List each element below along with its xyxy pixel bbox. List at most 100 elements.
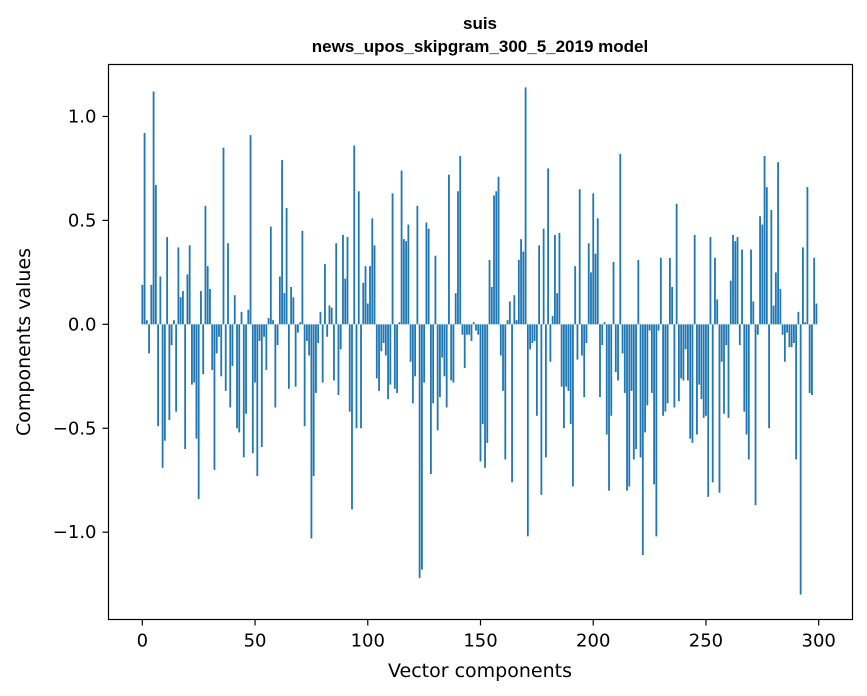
bar xyxy=(662,324,665,416)
bar xyxy=(294,324,297,387)
bar xyxy=(585,324,588,344)
bar xyxy=(281,160,283,325)
bar xyxy=(301,230,304,325)
bar xyxy=(481,324,484,425)
x-tick-label: 150 xyxy=(463,631,497,652)
bar xyxy=(488,259,491,325)
bar xyxy=(621,324,624,354)
bar xyxy=(328,305,331,325)
bar xyxy=(398,322,401,325)
bar xyxy=(563,324,565,429)
bar xyxy=(163,324,166,441)
bar xyxy=(644,324,646,433)
bar xyxy=(206,266,209,325)
bar xyxy=(529,324,531,350)
bar xyxy=(687,324,689,381)
bar xyxy=(508,301,511,325)
bar xyxy=(405,241,407,325)
bar xyxy=(220,324,223,377)
chart-subtitle: news_upos_skipgram_300_5_2019 model xyxy=(312,37,648,56)
bar xyxy=(711,324,714,483)
bar xyxy=(436,324,439,431)
bar xyxy=(373,245,376,325)
bar xyxy=(664,324,667,412)
bar xyxy=(396,324,398,393)
bar xyxy=(333,324,335,381)
bar xyxy=(371,218,374,325)
bar xyxy=(702,324,705,418)
bar xyxy=(502,324,504,391)
bar xyxy=(630,324,633,391)
bar xyxy=(668,257,671,325)
bar xyxy=(209,288,211,325)
x-axis: 0 50 100 150 200 250 300 xyxy=(137,619,836,652)
bar xyxy=(745,324,748,435)
bar xyxy=(427,228,430,325)
bar xyxy=(759,216,761,325)
bar xyxy=(267,318,270,325)
bar xyxy=(799,324,802,595)
bar-series xyxy=(141,87,818,595)
bar xyxy=(351,324,353,510)
bar xyxy=(583,324,586,398)
bar xyxy=(229,324,232,408)
bar xyxy=(303,324,306,427)
bar xyxy=(348,324,351,412)
bar xyxy=(353,145,356,325)
bar xyxy=(811,324,813,395)
bar xyxy=(725,324,728,346)
bar xyxy=(215,324,218,354)
bar xyxy=(531,324,534,344)
bar xyxy=(754,324,757,506)
bar xyxy=(556,293,559,325)
bar xyxy=(197,324,200,499)
bar xyxy=(346,237,349,325)
bar xyxy=(626,324,628,491)
bar xyxy=(240,311,243,325)
bar xyxy=(770,210,773,325)
bar xyxy=(242,324,245,458)
bar xyxy=(747,324,750,460)
bar xyxy=(752,301,755,325)
bar xyxy=(490,286,493,325)
bar xyxy=(520,239,522,325)
bar xyxy=(547,168,550,325)
bar xyxy=(202,324,205,375)
bar xyxy=(443,324,446,377)
bar xyxy=(619,153,622,325)
bar xyxy=(709,237,712,325)
x-tick-label: 200 xyxy=(576,631,610,652)
bar xyxy=(675,203,678,325)
bar xyxy=(269,226,272,325)
bar xyxy=(495,191,498,325)
bar xyxy=(578,189,581,325)
bar xyxy=(479,324,482,462)
bar xyxy=(344,278,347,325)
bar xyxy=(734,241,737,325)
bar xyxy=(260,324,263,447)
bar xyxy=(420,324,423,570)
bar xyxy=(815,303,818,325)
bar xyxy=(470,324,473,341)
bar xyxy=(517,259,520,325)
bar xyxy=(777,162,779,325)
bar xyxy=(736,237,739,325)
bar xyxy=(790,324,793,348)
bar xyxy=(463,324,466,368)
bar xyxy=(605,324,608,435)
bar xyxy=(716,299,719,325)
x-tick-label: 0 xyxy=(137,631,148,652)
bar xyxy=(254,324,256,383)
bar xyxy=(425,222,428,325)
bar xyxy=(466,324,468,335)
bar xyxy=(756,324,759,335)
bar xyxy=(159,276,162,325)
bar xyxy=(714,257,716,325)
bar xyxy=(513,295,516,325)
bar xyxy=(258,324,261,341)
bar xyxy=(145,320,148,325)
bar xyxy=(614,324,617,373)
bar xyxy=(256,324,259,477)
bar xyxy=(191,324,193,385)
